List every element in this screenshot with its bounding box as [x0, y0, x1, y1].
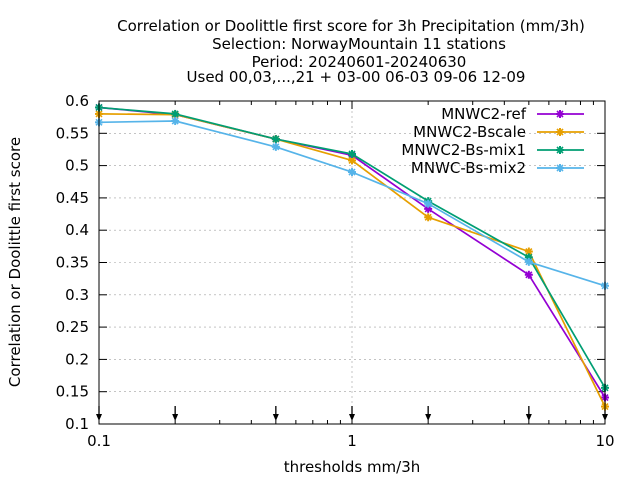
x-tick-label: 0.1 — [87, 432, 111, 450]
legend-swatch-marker — [556, 110, 564, 118]
marker-dot — [557, 147, 563, 153]
y-tick-label: 0.45 — [56, 189, 89, 207]
threshold-arrow-head — [272, 414, 279, 421]
y-tick-label: 0.1 — [65, 415, 89, 433]
legend-label: MNWC2-Bs-mix1 — [401, 141, 526, 159]
marker-dot — [172, 111, 178, 117]
marker-dot — [526, 249, 532, 254]
marker-dot — [526, 259, 532, 265]
data-point — [271, 135, 280, 144]
legend: MNWC2-refMNWC2-BscaleMNWC2-Bs-mix1MNWC-B… — [401, 105, 584, 177]
marker-dot — [425, 201, 431, 206]
legend-swatch-marker — [556, 146, 564, 154]
legend-label: MNWC2-Bscale — [413, 123, 526, 141]
marker-dot — [172, 118, 178, 124]
y-tick-label: 0.6 — [65, 92, 89, 110]
legend-item: MNWC2-Bs-mix1 — [401, 141, 584, 159]
title-line-1: Correlation or Doolittle first score for… — [117, 17, 585, 35]
x-tick-label: 1 — [347, 432, 357, 450]
title-line-2: Selection: NorwayMountain 11 stations — [212, 35, 506, 53]
marker-dot — [425, 206, 431, 212]
data-point — [524, 270, 533, 279]
marker-dot — [273, 136, 279, 142]
marker-dot — [557, 165, 563, 171]
data-point — [524, 253, 533, 262]
x-tick-label: 10 — [595, 432, 614, 450]
threshold-arrow-head — [349, 414, 355, 421]
title-line-3: Period: 20240601-20240630 — [252, 53, 467, 71]
legend-item: MNWC-Bs-mix2 — [411, 159, 584, 177]
threshold-markers — [96, 406, 608, 421]
y-tick-label: 0.4 — [65, 221, 89, 239]
chart-title: Correlation or Doolittle first score for… — [117, 17, 585, 86]
y-tick-label: 0.25 — [56, 318, 89, 336]
data-point — [424, 199, 433, 208]
marker-dot — [349, 169, 355, 175]
legend-label: MNWC-Bs-mix2 — [411, 159, 526, 177]
marker-dot — [273, 144, 279, 150]
legend-swatch-marker — [556, 128, 564, 136]
y-tick-label: 0.2 — [65, 350, 89, 368]
data-point — [348, 149, 356, 158]
legend-swatch-marker — [556, 164, 564, 172]
threshold-arrow-head — [525, 414, 532, 421]
y-axis-label: Correlation or Doolittle first score — [6, 137, 24, 387]
data-point — [348, 168, 356, 177]
x-axis-label: thresholds mm/3h — [284, 458, 421, 476]
marker-dot — [425, 215, 431, 220]
threshold-arrow-head — [425, 414, 432, 421]
data-point — [271, 142, 280, 151]
y-tick-label: 0.55 — [56, 124, 89, 142]
y-tick-label: 0.15 — [56, 383, 89, 401]
marker-dot — [526, 272, 532, 277]
axis-ticks: 0.1 0.15 0.2 0.25 0.3 0.35 0.4 0.45 0.5 0.55 0.6 0.… — [56, 92, 615, 450]
y-tick-label: 0.5 — [65, 157, 89, 175]
legend-item: MNWC2-ref — [441, 105, 584, 123]
data-point — [171, 117, 180, 126]
data-point — [424, 213, 433, 222]
legend-item: MNWC2-Bscale — [413, 123, 584, 141]
y-tick-label: 0.3 — [65, 286, 89, 304]
data-point — [171, 109, 180, 118]
data-point — [524, 257, 533, 266]
marker-dot — [526, 255, 532, 260]
y-tick-label: 0.35 — [56, 254, 89, 272]
plot-frame — [98, 100, 606, 425]
data-point — [348, 156, 356, 165]
series-mnwc2-bs-mix1 — [95, 103, 609, 392]
marker-dot — [557, 111, 563, 117]
marker-dot — [349, 158, 355, 163]
series-mnwc-bs-mix2 — [95, 117, 609, 290]
marker-dot — [349, 151, 355, 157]
marker-dot — [557, 129, 563, 135]
title-line-4: Used 00,03,...,21 + 03-00 06-03 09-06 12… — [187, 68, 526, 86]
threshold-arrow-head — [172, 414, 179, 421]
legend-label: MNWC2-ref — [441, 105, 526, 123]
